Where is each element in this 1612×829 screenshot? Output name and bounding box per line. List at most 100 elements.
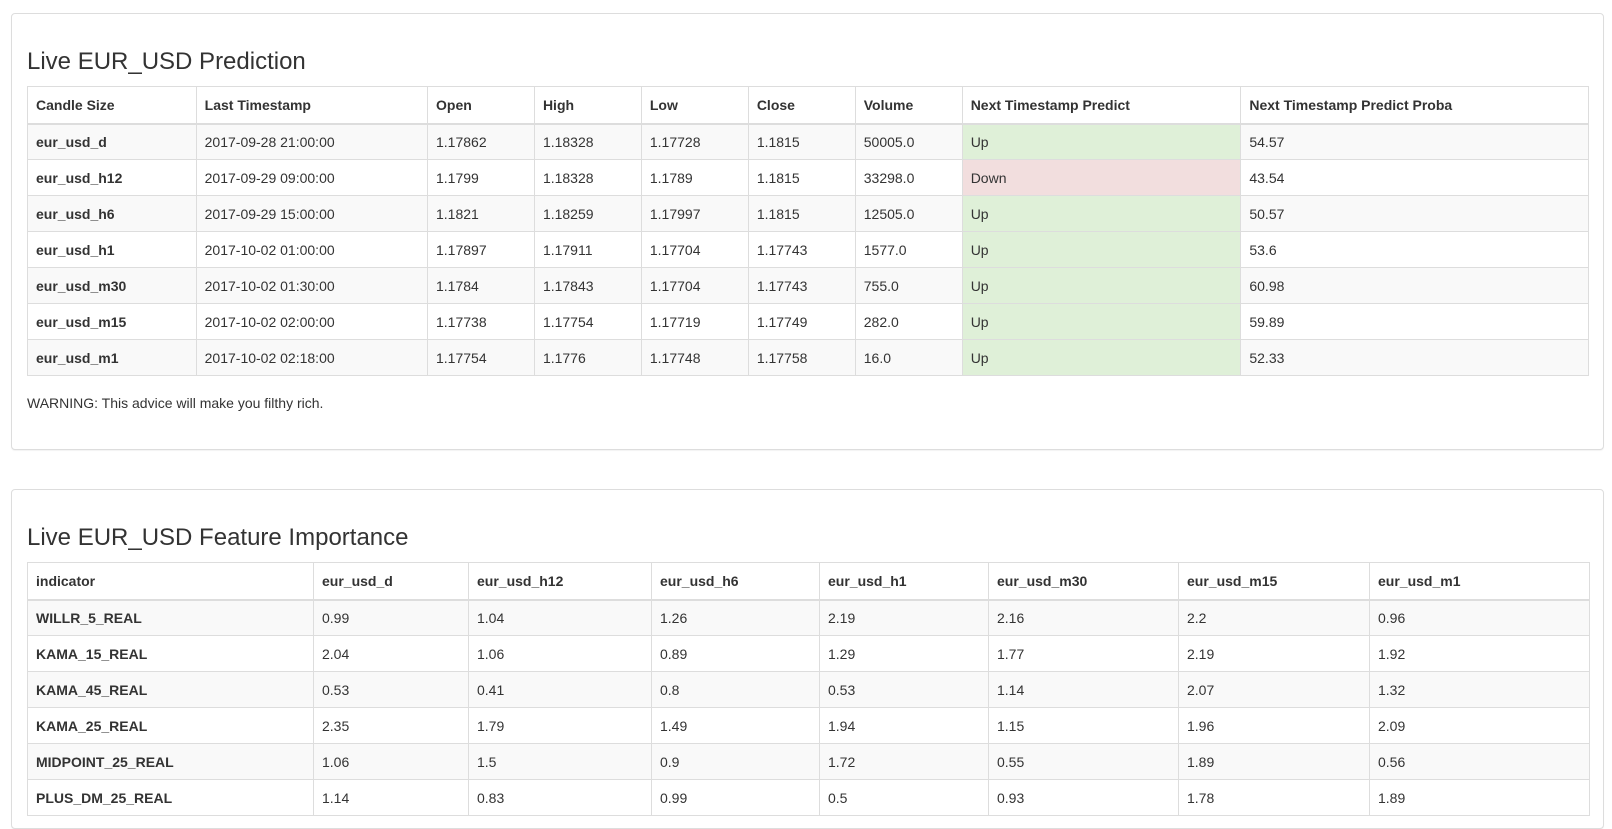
close-cell: 1.1815 [747, 123, 856, 160]
open-cell: 1.17754 [427, 339, 535, 376]
importance-panel: Live EUR_USD Feature Importance indicato… [11, 489, 1604, 829]
next-predict-cell: Up [961, 303, 1242, 340]
low-cell: 1.17719 [640, 303, 749, 340]
high-cell: 1.18328 [533, 159, 642, 196]
importance-value-cell: 1.72 [819, 743, 989, 780]
low-cell: 1.17704 [640, 231, 749, 268]
importance-value-cell: 0.56 [1369, 743, 1590, 780]
importance-value-cell: 1.06 [313, 743, 469, 780]
close-cell: 1.17743 [747, 267, 856, 304]
importance-value-cell: 1.14 [313, 779, 469, 816]
importance-value-cell: 2.09 [1369, 707, 1590, 744]
open-cell: 1.1799 [427, 159, 535, 196]
last-timestamp-cell: 2017-09-28 21:00:00 [195, 123, 429, 160]
volume-cell: 50005.0 [854, 123, 963, 160]
volume-cell: 12505.0 [854, 195, 963, 232]
low-cell: 1.17704 [640, 267, 749, 304]
high-cell: 1.18259 [533, 195, 642, 232]
high-cell: 1.1776 [533, 339, 642, 376]
volume-cell: 755.0 [854, 267, 963, 304]
low-cell: 1.17997 [640, 195, 749, 232]
next-predict-cell: Up [961, 339, 1242, 376]
importance-value-cell: 1.29 [819, 635, 989, 672]
volume-cell: 33298.0 [854, 159, 963, 196]
importance-value-cell: 1.77 [988, 635, 1179, 672]
low-cell: 1.1789 [640, 159, 749, 196]
importance-value-cell: 1.26 [651, 599, 820, 636]
importance-value-cell: 1.92 [1369, 635, 1590, 672]
col-header-indicator: indicator [27, 562, 314, 601]
col-header-eur-usd-m15: eur_usd_m15 [1178, 562, 1370, 601]
table-row: eur_usd_m30 2017-10-02 01:30:00 1.1784 1.17… [27, 267, 1589, 304]
importance-value-cell: 0.99 [651, 779, 820, 816]
next-predict-cell: Up [961, 267, 1242, 304]
col-header-next-predict: Next Timestamp Predict [961, 86, 1242, 125]
prediction-title: Live EUR_USD Prediction [27, 48, 306, 75]
candle-size-cell: eur_usd_h6 [27, 195, 197, 232]
importance-value-cell: 1.49 [651, 707, 820, 744]
next-predict-proba-cell: 43.54 [1240, 159, 1589, 196]
low-cell: 1.17748 [640, 339, 749, 376]
col-header-eur-usd-h1: eur_usd_h1 [819, 562, 989, 601]
importance-value-cell: 2.16 [988, 599, 1179, 636]
importance-value-cell: 1.32 [1369, 671, 1590, 708]
high-cell: 1.17843 [533, 267, 642, 304]
next-predict-proba-cell: 60.98 [1240, 267, 1589, 304]
importance-value-cell: 0.83 [468, 779, 652, 816]
table-row: KAMA_15_REAL 2.04 1.06 0.89 1.29 1.77 2.19 1.92 [27, 635, 1590, 672]
importance-value-cell: 2.04 [313, 635, 469, 672]
close-cell: 1.17743 [747, 231, 856, 268]
importance-value-cell: 1.04 [468, 599, 652, 636]
high-cell: 1.18328 [533, 123, 642, 160]
last-timestamp-cell: 2017-09-29 09:00:00 [195, 159, 429, 196]
col-header-eur-usd-h6: eur_usd_h6 [651, 562, 820, 601]
next-predict-proba-cell: 59.89 [1240, 303, 1589, 340]
table-row: MIDPOINT_25_REAL 1.06 1.5 0.9 1.72 0.55 1.89 0.… [27, 743, 1590, 780]
next-predict-proba-cell: 54.57 [1240, 123, 1589, 160]
next-predict-proba-cell: 52.33 [1240, 339, 1589, 376]
indicator-cell: KAMA_45_REAL [27, 671, 314, 708]
importance-value-cell: 0.41 [468, 671, 652, 708]
importance-value-cell: 0.89 [651, 635, 820, 672]
candle-size-cell: eur_usd_m15 [27, 303, 197, 340]
importance-value-cell: 1.94 [819, 707, 989, 744]
prediction-table: Candle Size Last Timestamp Open High Low… [27, 86, 1589, 376]
volume-cell: 16.0 [854, 339, 963, 376]
col-header-close: Close [747, 86, 856, 125]
volume-cell: 1577.0 [854, 231, 963, 268]
candle-size-cell: eur_usd_m30 [27, 267, 197, 304]
importance-value-cell: 2.07 [1178, 671, 1370, 708]
importance-header-row: indicator eur_usd_d eur_usd_h12 eur_usd_… [27, 562, 1590, 601]
col-header-next-predict-proba: Next Timestamp Predict Proba [1240, 86, 1589, 125]
table-row: eur_usd_h1 2017-10-02 01:00:00 1.17897 1.17… [27, 231, 1589, 268]
open-cell: 1.17862 [427, 123, 535, 160]
next-predict-proba-cell: 50.57 [1240, 195, 1589, 232]
importance-value-cell: 1.14 [988, 671, 1179, 708]
next-predict-cell: Up [961, 123, 1242, 160]
close-cell: 1.17749 [747, 303, 856, 340]
importance-value-cell: 0.9 [651, 743, 820, 780]
col-header-low: Low [640, 86, 749, 125]
next-predict-cell: Up [961, 231, 1242, 268]
low-cell: 1.17728 [640, 123, 749, 160]
importance-table: indicator eur_usd_d eur_usd_h12 eur_usd_… [27, 562, 1590, 816]
table-row: WILLR_5_REAL 0.99 1.04 1.26 2.19 2.16 2.2 0.96 [27, 599, 1590, 636]
col-header-last-timestamp: Last Timestamp [195, 86, 429, 125]
indicator-cell: MIDPOINT_25_REAL [27, 743, 314, 780]
high-cell: 1.17911 [533, 231, 642, 268]
table-row: PLUS_DM_25_REAL 1.14 0.83 0.99 0.5 0.93 1.78 1.… [27, 779, 1590, 816]
open-cell: 1.1821 [427, 195, 535, 232]
importance-value-cell: 0.53 [313, 671, 469, 708]
table-row: eur_usd_m1 2017-10-02 02:18:00 1.17754 1.17… [27, 339, 1589, 376]
prediction-panel: Live EUR_USD Prediction Candle Size Last… [11, 13, 1604, 450]
candle-size-cell: eur_usd_d [27, 123, 197, 160]
importance-value-cell: 2.35 [313, 707, 469, 744]
importance-value-cell: 0.8 [651, 671, 820, 708]
candle-size-cell: eur_usd_m1 [27, 339, 197, 376]
importance-value-cell: 1.5 [468, 743, 652, 780]
last-timestamp-cell: 2017-10-02 01:30:00 [195, 267, 429, 304]
col-header-open: Open [427, 86, 535, 125]
candle-size-cell: eur_usd_h1 [27, 231, 197, 268]
importance-value-cell: 0.5 [819, 779, 989, 816]
importance-value-cell: 2.19 [819, 599, 989, 636]
